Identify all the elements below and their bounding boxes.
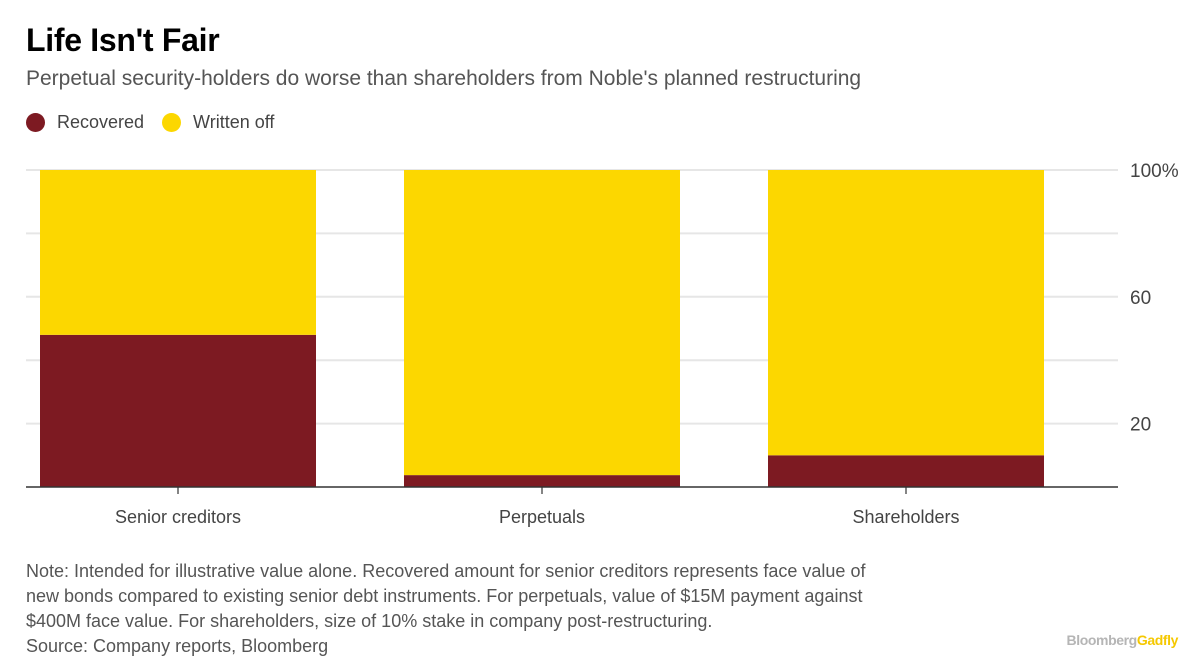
- stacked-bar-chart: Senior creditors Perpetuals Shareholders 10…: [26, 161, 1179, 527]
- legend-item-written-off: Written off: [162, 112, 274, 133]
- bar-senior-creditors-written-off: [40, 170, 316, 335]
- y-tick-label: 100%: [1130, 161, 1179, 182]
- bar-shareholders-written-off: [768, 170, 1044, 456]
- note-line-1: Note: Intended for illustrative value al…: [26, 561, 866, 581]
- x-tick-label: Shareholders: [852, 507, 959, 527]
- chart-title: Life Isn't Fair: [26, 22, 220, 58]
- legend-swatch-written-off: [162, 113, 182, 132]
- bloomberg-gadfly-logo: BloombergGadfly: [1066, 632, 1179, 648]
- chart-note: Note: Intended for illustrative value al…: [26, 559, 1026, 659]
- logo-gadfly: Gadfly: [1136, 632, 1179, 648]
- legend-swatch-recovered: [26, 113, 45, 132]
- bar-shareholders-recovered: [768, 455, 1044, 487]
- legend-label-recovered: Recovered: [57, 112, 145, 132]
- bar-perpetuals-recovered: [404, 475, 680, 487]
- note-line-3: $400M face value. For shareholders, size…: [26, 611, 713, 631]
- bar-senior-creditors-recovered: [40, 334, 316, 487]
- logo-bloomberg: Bloomberg: [1066, 632, 1138, 648]
- x-tick-label: Perpetuals: [499, 507, 585, 527]
- legend-item-recovered: Recovered: [26, 112, 144, 133]
- chart-subtitle: Perpetual security-holders do worse than…: [26, 67, 862, 90]
- x-tick-label: Senior creditors: [115, 507, 241, 527]
- note-line-2: new bonds compared to existing senior de…: [26, 586, 863, 606]
- legend-label-written-off: Written off: [193, 112, 275, 132]
- y-tick-label: 20: [1130, 415, 1151, 436]
- legend: Recovered Written off: [26, 112, 292, 133]
- bar-perpetuals-written-off: [404, 170, 680, 476]
- y-tick-label: 60: [1130, 288, 1151, 309]
- source-line: Source: Company reports, Bloomberg: [26, 636, 329, 656]
